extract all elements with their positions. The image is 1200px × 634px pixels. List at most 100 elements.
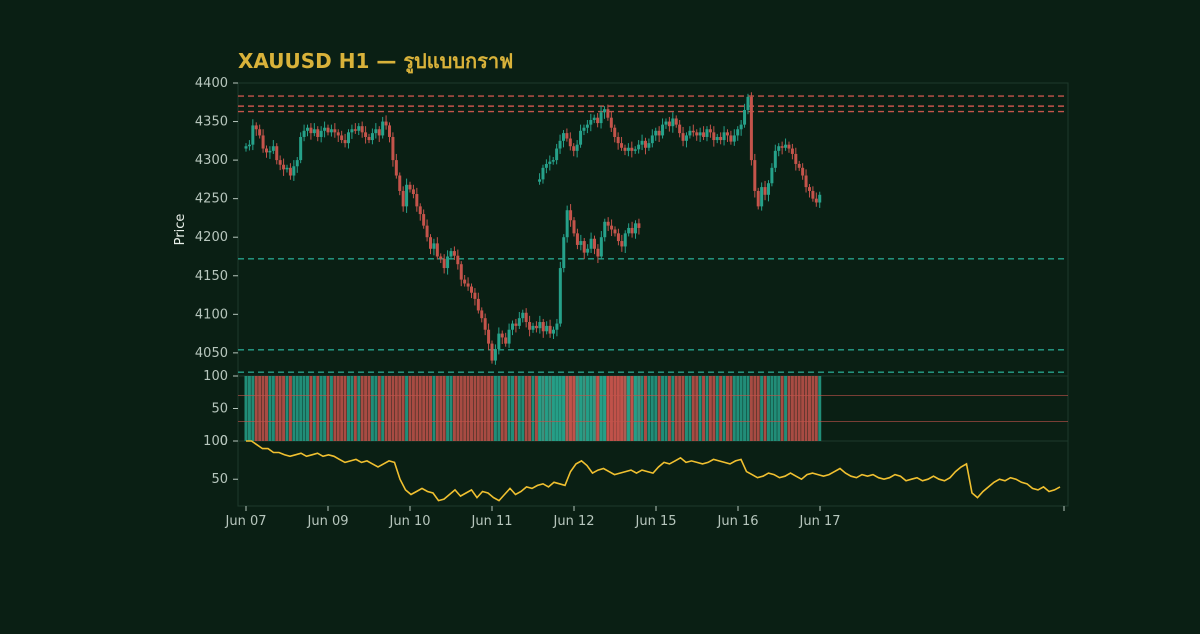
candle-79: [514, 318, 518, 333]
candle-135: [602, 106, 606, 119]
candle-body-35: [364, 132, 368, 137]
candle-93: [562, 234, 566, 273]
candle-body-135: [602, 109, 606, 113]
candle-body-19: [309, 127, 313, 134]
oscillator-bar-2: [251, 376, 255, 441]
candle-185: [773, 144, 777, 173]
candle-body-28: [340, 135, 344, 141]
oscillator-bar-153: [664, 376, 668, 441]
candle-body-38: [374, 129, 378, 134]
oscillator-bar-29: [343, 376, 347, 441]
candle-59: [446, 250, 450, 275]
oscillator-bar-51: [418, 376, 422, 441]
oscillator-bar-154: [667, 376, 671, 441]
candle-body-60: [449, 251, 453, 257]
candle-body-198: [818, 194, 822, 203]
oscillator-bar-50: [415, 376, 419, 441]
candle-body-123: [561, 133, 565, 141]
oscillator-bar-19: [309, 376, 313, 441]
candle-body-68: [476, 298, 480, 311]
candle-169: [719, 132, 723, 145]
candle-39: [377, 126, 381, 142]
candle-body-145: [637, 144, 641, 150]
oscillator-bar-72: [490, 376, 494, 441]
oscillator-bar-5: [261, 376, 265, 441]
candle-8: [271, 140, 275, 154]
candle-body-110: [620, 241, 624, 247]
oscillator-bar-56: [435, 376, 439, 441]
oscillator-bar-22: [319, 376, 323, 441]
candle-71: [487, 323, 491, 351]
oscillator-bar-143: [630, 376, 634, 441]
oscillator-bar-43: [391, 376, 395, 441]
oscillator-tick-label-0: 0: [220, 434, 228, 449]
candle-body-184: [770, 167, 774, 184]
oscillator-bar-179: [753, 376, 757, 441]
oscillator-bar-136: [606, 376, 610, 441]
candle-body-37: [370, 133, 374, 141]
candle-body-43: [391, 136, 395, 161]
oscillator-bar-1: [247, 376, 251, 441]
candle-168: [715, 133, 719, 144]
candle-81: [521, 309, 525, 323]
oscillator-bar-75: [500, 376, 504, 441]
candle-body-5: [261, 135, 265, 149]
candle-3: [254, 122, 258, 136]
candle-body-150: [654, 130, 658, 136]
oscillator-bar-64: [463, 376, 467, 441]
candle-70: [483, 313, 487, 336]
candle-22: [319, 126, 323, 143]
candle-body-34: [360, 126, 364, 133]
candle-9: [275, 143, 279, 165]
candle-134: [599, 106, 603, 129]
candle-body-62: [456, 255, 460, 265]
candle-174: [736, 126, 740, 141]
oscillator-bar-144: [633, 376, 637, 441]
oscillator-bar-151: [657, 376, 661, 441]
candle-140: [620, 136, 624, 151]
candle-body-137: [609, 117, 613, 128]
candle-body-58: [442, 258, 446, 269]
candle-11: [282, 158, 286, 176]
candle-body-183: [766, 183, 770, 195]
candle-192: [797, 160, 801, 171]
candle-body-133: [596, 117, 600, 124]
oscillator-bar-188: [784, 376, 788, 441]
oscillator-bar-186: [777, 376, 781, 441]
candle-142: [626, 143, 630, 157]
candle-body-39: [377, 129, 381, 136]
oscillator-bar-39: [377, 376, 381, 441]
oscillator-bar-130: [585, 376, 589, 441]
oscillator-bar-193: [801, 376, 805, 441]
candle-body-49: [411, 189, 415, 195]
candle-body-126: [572, 146, 576, 151]
oscillator-bar-70: [483, 376, 487, 441]
candle-103: [596, 244, 600, 264]
candle-31: [350, 124, 354, 139]
candle-96: [572, 217, 576, 237]
oscillator-bar-160: [688, 376, 692, 441]
candle-body-8: [271, 146, 275, 151]
oscillator-bar-83: [528, 376, 532, 441]
candle-body-71: [487, 329, 491, 344]
candle-62: [456, 249, 460, 270]
oscillator-bar-38: [374, 376, 378, 441]
candle-2: [251, 119, 255, 151]
oscillator-bar-187: [780, 376, 784, 441]
candle-body-115: [637, 223, 641, 228]
candle-58: [442, 254, 446, 274]
candle-177: [746, 93, 750, 115]
oscillator-bar-156: [674, 376, 678, 441]
candle-187: [780, 141, 784, 155]
candle-body-149: [650, 135, 654, 144]
x-tick-label-2: Jun 10: [389, 514, 431, 529]
oscillator-bar-135: [602, 376, 606, 441]
candle-56: [435, 237, 439, 260]
candle-body-187: [780, 146, 784, 148]
oscillator-bar-63: [459, 376, 463, 441]
oscillator-bar-119: [548, 376, 552, 441]
candle-157: [678, 120, 682, 138]
candle-body-176: [743, 109, 747, 125]
candle-body-67: [473, 292, 477, 299]
oscillator-bar-191: [794, 376, 798, 441]
